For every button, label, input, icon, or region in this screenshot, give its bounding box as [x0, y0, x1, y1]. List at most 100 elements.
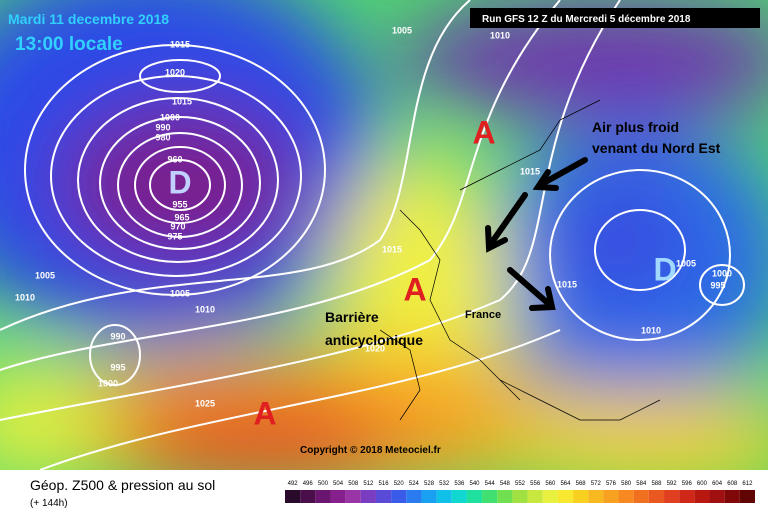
isobar-label: 1015	[382, 244, 402, 254]
isobar-label: 960	[167, 154, 182, 164]
legend-swatch	[724, 490, 740, 503]
legend-swatch	[315, 490, 331, 503]
legend-tick: 544	[485, 481, 496, 487]
isobar-label: 1000	[160, 112, 180, 122]
legend-swatch	[603, 490, 619, 503]
isobar-label: 975	[167, 231, 182, 241]
isobar-label: 955	[172, 199, 187, 209]
isobar-label: 1025	[195, 398, 215, 408]
date: Mardi 11 decembre 2018	[8, 11, 169, 27]
legend-tick: 588	[651, 481, 662, 487]
legend-tick: 576	[606, 481, 617, 487]
legend-tick: 580	[621, 481, 632, 487]
legend-swatch	[573, 490, 589, 503]
legend-swatch	[345, 490, 361, 503]
legend-tick: 604	[712, 481, 723, 487]
legend-tick: 608	[727, 481, 738, 487]
legend-swatch	[709, 490, 725, 503]
legend-swatch	[406, 490, 422, 503]
legend-swatch	[618, 490, 634, 503]
legend-tick: 516	[379, 481, 390, 487]
legend-tick: 596	[682, 481, 693, 487]
legend-swatch	[542, 490, 558, 503]
legend-tick: 612	[742, 481, 753, 487]
isobar-label: 1020	[365, 343, 385, 353]
legend-lead: (+ 144h)	[30, 498, 68, 509]
legend-tick: 508	[348, 481, 359, 487]
isobar-label: 1010	[490, 30, 510, 40]
legend-tick: 600	[697, 481, 708, 487]
field	[0, 0, 768, 470]
legend-swatch	[633, 490, 649, 503]
legend-swatch	[300, 490, 316, 503]
pressure-center: A	[403, 271, 426, 307]
legend-tick: 536	[454, 481, 465, 487]
legend-tick: 500	[318, 481, 329, 487]
arrows	[485, 157, 588, 311]
isobar-label: 995	[110, 362, 125, 372]
pressure-center: D	[653, 251, 676, 287]
annotation: anticyclonique	[325, 332, 423, 348]
isobar-label: 1005	[392, 25, 412, 35]
legend-tick: 492	[288, 481, 299, 487]
pressure-center: A	[253, 395, 276, 431]
annotation: Air plus froid	[592, 119, 679, 135]
pressure-center: A	[472, 114, 495, 150]
legend-tick: 564	[560, 481, 571, 487]
legend-tick: 560	[545, 481, 556, 487]
isobar-label: 990	[110, 331, 125, 341]
isobar-label: 965	[174, 212, 189, 222]
isobar-label: 1005	[35, 270, 55, 280]
legend-tick: 548	[500, 481, 511, 487]
legend-tick: 524	[409, 481, 420, 487]
isobar-label: 1010	[195, 304, 215, 314]
isobar-label: 1015	[557, 279, 577, 289]
run-banner	[470, 8, 760, 28]
legend-tick: 556	[530, 481, 541, 487]
isobar-label: 1020	[165, 67, 185, 77]
legend-swatch	[421, 490, 437, 503]
time: 13:00 locale	[15, 34, 123, 55]
legend-swatch	[679, 490, 695, 503]
annotation: Barrière	[325, 309, 379, 325]
isobar-label: 990	[155, 122, 170, 132]
legend-swatch	[694, 490, 710, 503]
coastlines	[379, 99, 661, 421]
legend-tick: 552	[515, 481, 526, 487]
legend-swatch	[497, 490, 513, 503]
legend-swatch	[285, 490, 301, 503]
legend-swatch	[360, 490, 376, 503]
legend-tick: 496	[303, 481, 314, 487]
legend-swatch	[375, 490, 392, 503]
legend-tick: 592	[667, 481, 678, 487]
isobar-label: 1010	[15, 292, 35, 302]
legend-swatch	[557, 490, 574, 503]
legend-swatch	[436, 490, 452, 503]
isobar-label: 1005	[676, 258, 696, 268]
isobar-label: 980	[155, 132, 170, 142]
legend-tick: 572	[591, 481, 602, 487]
isobar-label: 995	[710, 280, 725, 290]
legend-swatch	[391, 490, 407, 503]
legend-tick: 568	[576, 481, 587, 487]
legend-swatch	[527, 490, 543, 503]
legend-swatch	[512, 490, 528, 503]
legend-tick: 540	[470, 481, 481, 487]
isobars	[0, 0, 745, 470]
isobar-label: 1005	[170, 288, 190, 298]
run: Run GFS 12 Z du Mercredi 5 décembre 2018	[482, 14, 691, 25]
legend-tick: 512	[363, 481, 374, 487]
legend-swatch	[466, 490, 483, 503]
pressure-center: D	[168, 164, 191, 200]
legend-swatch	[588, 490, 604, 503]
isobar-label: 1015	[170, 39, 190, 49]
legend-swatch	[664, 490, 680, 503]
legend-title: Géop. Z500 & pression au sol	[30, 477, 215, 493]
legend-tick: 584	[636, 481, 647, 487]
legend-tick: 528	[424, 481, 435, 487]
legend-tick: 504	[333, 481, 344, 487]
isobar-label: 1000	[98, 378, 118, 388]
annotation: venant du Nord Est	[592, 140, 721, 156]
isobar-label: 1010	[641, 325, 661, 335]
